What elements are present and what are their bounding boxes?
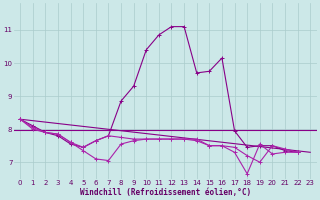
X-axis label: Windchill (Refroidissement éolien,°C): Windchill (Refroidissement éolien,°C) — [80, 188, 251, 197]
